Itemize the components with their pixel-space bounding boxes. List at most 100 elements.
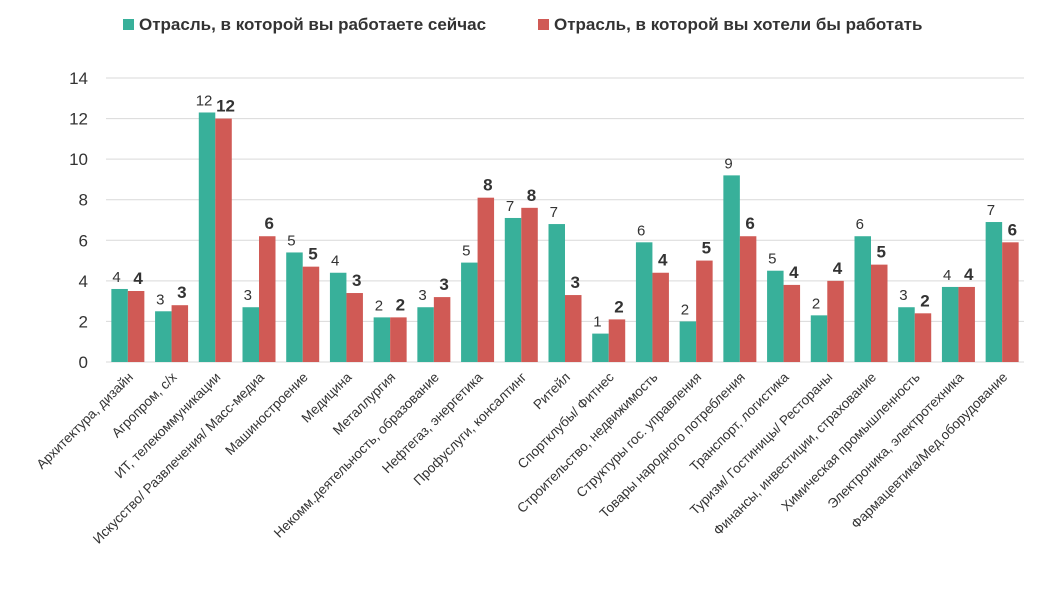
bar-current	[329, 272, 347, 362]
bar-current	[767, 270, 784, 362]
data-label-desired: 2	[396, 295, 405, 314]
data-label-current: 2	[812, 295, 820, 312]
y-tick-label: 10	[69, 150, 88, 169]
data-label-current: 7	[550, 204, 558, 221]
data-label-current: 4	[331, 253, 339, 270]
data-label-desired: 3	[177, 283, 186, 302]
bar-current	[723, 175, 740, 362]
data-label-desired: 6	[1008, 220, 1017, 239]
data-label-desired: 4	[833, 259, 843, 278]
bar-current	[898, 307, 915, 362]
legend-swatch-current	[123, 19, 134, 30]
bar-desired	[346, 293, 363, 362]
data-label-current: 4	[943, 267, 951, 284]
bar-current	[985, 222, 1003, 362]
bar-current	[242, 307, 259, 362]
data-label-current: 5	[287, 232, 295, 249]
bar-desired	[827, 280, 844, 362]
data-label-current: 12	[196, 92, 213, 109]
data-label-desired: 6	[745, 214, 754, 233]
bar-current	[461, 262, 478, 362]
x-category-label: Ритейл	[530, 370, 573, 413]
data-label-desired: 8	[527, 186, 536, 205]
y-tick-label: 12	[69, 110, 88, 129]
data-label-current: 2	[375, 297, 383, 314]
bar-current	[592, 333, 609, 362]
bar-desired	[871, 264, 888, 362]
bar-desired	[259, 236, 276, 362]
bar-current	[417, 307, 434, 362]
bar-desired	[127, 291, 145, 362]
bar-current	[286, 252, 303, 362]
data-label-desired: 12	[216, 97, 235, 116]
bar-current	[854, 236, 871, 362]
data-label-current: 3	[899, 287, 907, 304]
bar-desired	[390, 317, 407, 362]
x-category-label: Некомм.деятельность, образование	[271, 370, 442, 541]
y-tick-label: 6	[79, 231, 88, 250]
data-label-desired: 4	[133, 269, 143, 288]
bar-desired	[171, 305, 189, 362]
data-label-current: 7	[506, 198, 514, 215]
data-label-desired: 5	[877, 243, 886, 262]
data-label-current: 5	[768, 251, 776, 268]
data-label-current: 1	[593, 314, 601, 331]
bar-desired	[958, 286, 975, 362]
data-label-current: 5	[462, 243, 470, 260]
data-label-desired: 2	[614, 297, 623, 316]
bar-desired	[521, 207, 538, 362]
legend-label-current: Отрасль, в которой вы работаете сейчас	[139, 15, 486, 34]
data-label-current: 3	[244, 287, 252, 304]
data-label-desired: 5	[308, 245, 317, 264]
legend: Отрасль, в которой вы работаете сейчас О…	[123, 15, 922, 34]
bar-desired	[739, 236, 757, 362]
data-label-desired: 3	[352, 271, 361, 290]
data-label-current: 3	[156, 291, 164, 308]
bar-desired	[477, 197, 495, 362]
y-tick-label: 0	[79, 353, 88, 372]
y-axis-ticks: 0 2 4 6 8 10 12 14	[69, 69, 88, 372]
bar-desired	[1002, 242, 1019, 362]
y-tick-label: 8	[79, 191, 88, 210]
data-label-desired: 6	[265, 214, 274, 233]
bar-current	[810, 315, 828, 362]
y-tick-label: 2	[79, 312, 88, 331]
bar-current	[941, 286, 959, 362]
x-category-label: Машиностроение	[222, 370, 311, 459]
y-tick-label: 14	[69, 69, 88, 88]
bar-desired	[215, 118, 232, 362]
bar-desired	[914, 313, 932, 362]
legend-label-desired: Отрасль, в которой вы хотели бы работать	[554, 15, 922, 34]
bar-desired	[608, 319, 626, 362]
data-label-desired: 4	[964, 265, 974, 284]
data-label-desired: 2	[920, 291, 929, 310]
data-label-desired: 3	[439, 275, 448, 294]
bar-desired	[565, 295, 582, 362]
x-category-label: Финансы, инвестиции, страхование	[710, 370, 879, 539]
bar-desired	[696, 260, 713, 362]
data-label-current: 7	[987, 202, 995, 219]
data-label-desired: 3	[571, 273, 580, 292]
data-label-desired: 4	[789, 263, 799, 282]
data-label-desired: 5	[702, 239, 711, 258]
bar-current	[548, 224, 565, 362]
bar-current	[373, 317, 391, 362]
data-label-current: 9	[724, 155, 732, 172]
bar-desired	[302, 266, 320, 362]
bar-current	[504, 217, 522, 362]
data-label-desired: 8	[483, 176, 492, 195]
bar-desired	[783, 284, 801, 362]
bar-current	[679, 321, 697, 362]
bar-desired	[652, 272, 669, 362]
data-label-current: 4	[112, 269, 120, 286]
bar-current	[155, 311, 172, 362]
bars	[111, 112, 1019, 362]
bar-current	[635, 242, 653, 362]
bar-current	[111, 288, 128, 362]
data-label-current: 6	[637, 222, 645, 239]
data-label-current: 6	[856, 216, 864, 233]
legend-swatch-desired	[538, 19, 549, 30]
